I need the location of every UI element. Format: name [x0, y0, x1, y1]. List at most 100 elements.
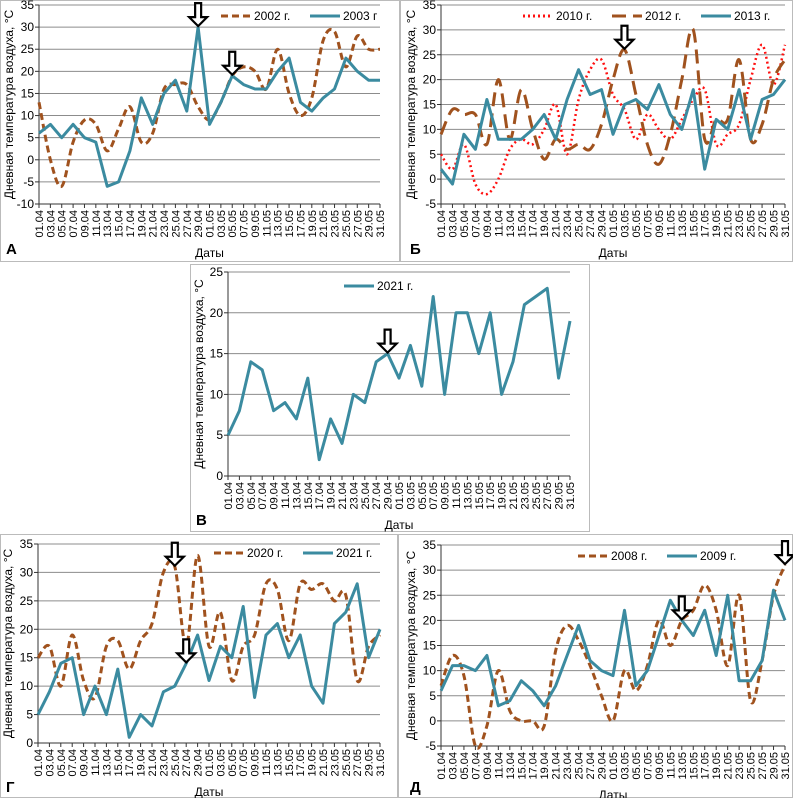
panel-letter: В	[196, 512, 207, 529]
x-tick-label: 31.05	[565, 482, 577, 510]
y-tick-label: 10	[210, 387, 224, 401]
x-tick-label: 11.04	[280, 482, 292, 509]
y-tick-label: 5	[27, 131, 34, 145]
arrow-down-icon	[773, 540, 793, 566]
x-tick-label: 09.05	[654, 752, 666, 780]
x-tick-label: 25.04	[574, 752, 586, 780]
x-tick-label: 05.04	[56, 749, 68, 777]
x-axis-title: Даты	[599, 246, 628, 260]
panel-letter: Г	[6, 779, 15, 796]
x-tick-label: 23.05	[330, 210, 342, 238]
x-tick-label: 09.05	[654, 210, 666, 238]
series-line-2009	[439, 588, 787, 708]
y-tick-label: 0	[429, 172, 436, 186]
x-tick-label: 09.05	[440, 482, 452, 510]
x-tick-label: 05.05	[631, 752, 643, 780]
y-tick-label: 30	[21, 20, 35, 34]
x-tick-label: 01.04	[436, 752, 448, 780]
x-tick-label: 25.05	[341, 749, 353, 777]
x-tick-label: 11.05	[261, 210, 273, 237]
y-tick-label: 30	[423, 23, 437, 37]
arrow-down-icon	[220, 50, 244, 77]
legend-label: 2021 г.	[377, 279, 413, 293]
x-tick-label: 19.05	[711, 210, 723, 238]
x-tick-label: 11.05	[451, 482, 463, 509]
legend: 2002 г. 2003 г	[221, 9, 378, 23]
panel-frame	[190, 264, 590, 532]
legend-label: 2008 г.	[611, 549, 647, 563]
legend-label: 2002 г.	[254, 9, 290, 23]
y-tick-label: 35	[423, 538, 437, 552]
y-tick-label: -5	[425, 739, 436, 753]
x-tick-label: 29.04	[193, 749, 205, 777]
x-tick-label: 11.04	[493, 210, 505, 237]
x-tick-label: 15.04	[516, 210, 528, 238]
series-line-2021	[226, 286, 572, 462]
y-tick-label: 25	[423, 48, 437, 62]
y-tick-label: 35	[21, 0, 35, 12]
y-tick-label: 0	[26, 736, 33, 750]
y-tick-label: 0	[27, 153, 34, 167]
x-tick-label: 13.04	[101, 749, 113, 777]
x-tick-label: 27.05	[542, 482, 554, 510]
legend: 2020 г. 2021 г.	[214, 546, 372, 560]
x-tick-label: 25.04	[574, 210, 586, 238]
x-tick-label: 07.05	[239, 210, 251, 238]
x-tick-label: 03.04	[447, 210, 459, 238]
x-tick-label: 07.04	[470, 752, 482, 780]
y-axis-title: Дневная температура воздуха, °С	[404, 10, 418, 200]
x-tick-label: 07.05	[238, 749, 250, 777]
x-tick-label: 07.04	[68, 210, 80, 238]
y-tick-label: -5	[425, 197, 436, 211]
y-tick-label: 0	[216, 469, 223, 483]
y-tick-label: 15	[423, 639, 437, 653]
x-tick-label: 27.04	[182, 210, 194, 238]
x-tick-label: 31.05	[375, 749, 387, 777]
x-tick-label: 25.04	[170, 210, 182, 238]
x-tick-label: 01.04	[33, 749, 45, 777]
x-tick-label: 19.05	[711, 752, 723, 780]
x-tick-label: 17.04	[314, 482, 326, 510]
x-tick-label: 29.05	[769, 752, 781, 780]
x-tick-label: 23.05	[329, 749, 341, 777]
x-tick-label: 05.04	[459, 752, 471, 780]
y-tick-label: 30	[20, 565, 34, 579]
arrow-down-icon	[174, 638, 198, 664]
x-tick-label: 23.04	[562, 210, 574, 238]
x-tick-label: 03.04	[44, 749, 56, 777]
y-tick-label: 5	[26, 708, 33, 722]
x-tick-label: 19.04	[539, 210, 551, 238]
x-tick-label: 31.05	[780, 752, 792, 780]
y-tick-label: 20	[210, 306, 224, 320]
arrow-down-icon	[163, 541, 187, 568]
x-tick-label: 17.05	[700, 210, 712, 238]
x-tick-label: 29.05	[364, 749, 376, 777]
x-tick-label: 13.04	[291, 482, 303, 510]
x-tick-label: 27.05	[757, 752, 769, 780]
x-tick-label: 17.05	[700, 752, 712, 780]
x-tick-label: 29.04	[597, 752, 609, 780]
legend-label: 2010 г.	[556, 9, 592, 23]
x-tick-label: 13.05	[462, 482, 474, 510]
series-line-2013	[439, 68, 787, 186]
y-axis-title: Дневная температура воздуха, °С	[192, 279, 206, 469]
x-tick-label: 03.04	[234, 482, 246, 510]
x-tick-label: 21.04	[337, 482, 349, 510]
chart-panel-3: 0 5 10 15 20 25 01.04 03.04 05.04 07.04 09.04 11.04…	[190, 264, 590, 532]
x-tick-label: 23.05	[734, 752, 746, 780]
x-tick-label: 13.05	[677, 752, 689, 780]
legend-label: 2013 г.	[734, 9, 770, 23]
y-tick-label: 30	[423, 563, 437, 577]
x-tick-label: 07.04	[67, 749, 79, 777]
x-tick-label: 09.04	[79, 749, 91, 777]
x-tick-label: 19.04	[136, 749, 148, 777]
x-tick-label: 15.05	[284, 749, 296, 777]
x-tick-label: 21.05	[723, 210, 735, 238]
x-tick-label: 23.05	[519, 482, 531, 510]
x-tick-label: 17.05	[295, 749, 307, 777]
y-axis-title: Дневная температура воздуха, °С	[2, 10, 16, 200]
arrow-down-icon	[670, 595, 694, 621]
x-tick-label: 11.05	[665, 210, 677, 237]
